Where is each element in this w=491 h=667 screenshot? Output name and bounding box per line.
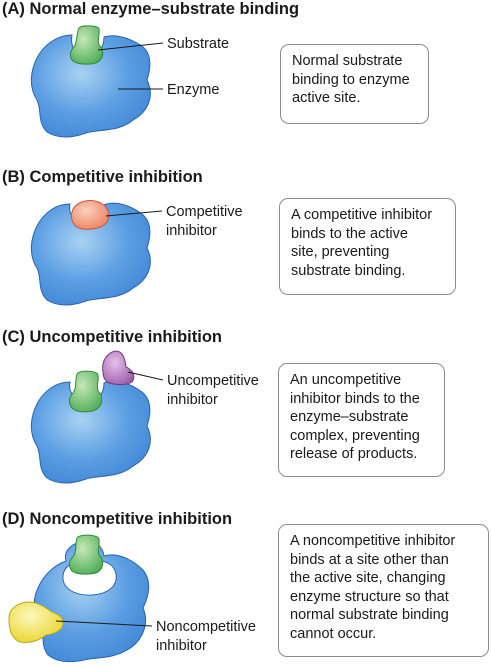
description-b-line1: A competitive inhibitor [291, 206, 445, 225]
description-box-d: A noncompetitive inhibitor binds at a si… [278, 524, 489, 657]
panel-c: (C) Uncompetitive inhibition Uncompetiti… [2, 328, 259, 483]
description-box-c: An uncompetitive inhibitor binds to the … [278, 363, 445, 477]
panel-a: (A) Normal enzyme–substrate binding Subs… [2, 0, 299, 137]
substrate-label-a: Substrate [167, 36, 229, 52]
description-c-line1: An uncompetitive [290, 371, 434, 390]
description-a-line2: binding to enzyme [292, 71, 418, 90]
panel-b-title: (B) Competitive inhibition [2, 168, 203, 186]
panel-b: (B) Competitive inhibition Competitive i… [2, 168, 243, 305]
competitive-label-line2-b: inhibitor [166, 223, 217, 239]
description-b-line4: substrate binding. [291, 262, 445, 281]
description-c-line2: inhibitor binds to the [290, 390, 434, 409]
enzyme-label-a: Enzyme [167, 82, 219, 98]
description-b-line3: site, preventing [291, 243, 445, 262]
panel-d-title: (D) Noncompetitive inhibition [2, 510, 232, 528]
description-c-line4: complex, preventing [290, 427, 434, 446]
description-d-line5: normal substrate binding [290, 606, 478, 625]
description-box-b: A competitive inhibitor binds to the act… [279, 198, 456, 295]
description-box-a: Normal substrate binding to enzyme activ… [280, 44, 429, 124]
description-a-line1: Normal substrate [292, 52, 418, 71]
uncompetitive-label-line1-c: Uncompetitive [167, 373, 259, 389]
panel-d: (D) Noncompetitive inhibition Noncompeti… [2, 510, 256, 662]
description-c-line5: release of products. [290, 445, 434, 464]
competitive-label-line1-b: Competitive [166, 204, 243, 220]
description-d-line6: cannot occur. [290, 625, 478, 644]
description-d-line2: binds at a site other than [290, 551, 478, 570]
description-b-line2: binds to the active [291, 225, 445, 244]
description-d-line4: enzyme structure so that [290, 588, 478, 607]
description-c-line3: enzyme–substrate [290, 408, 434, 427]
description-d-line3: the active site, changing [290, 569, 478, 588]
substrate-c [69, 371, 101, 412]
uncompetitive-label-line2-c: inhibitor [167, 392, 218, 408]
substrate-d [69, 535, 102, 574]
uncompetitive-inhibitor-c [103, 351, 134, 385]
noncompetitive-label-line2-d: inhibitor [156, 638, 207, 654]
description-d-line1: A noncompetitive inhibitor [290, 532, 478, 551]
substrate-a [70, 26, 102, 64]
description-a-line3: active site. [292, 89, 418, 108]
panel-c-title: (C) Uncompetitive inhibition [2, 328, 222, 346]
panel-a-title: (A) Normal enzyme–substrate binding [2, 0, 299, 18]
noncompetitive-label-line1-d: Noncompetitive [156, 619, 256, 635]
competitive-inhibitor-b [71, 200, 108, 229]
